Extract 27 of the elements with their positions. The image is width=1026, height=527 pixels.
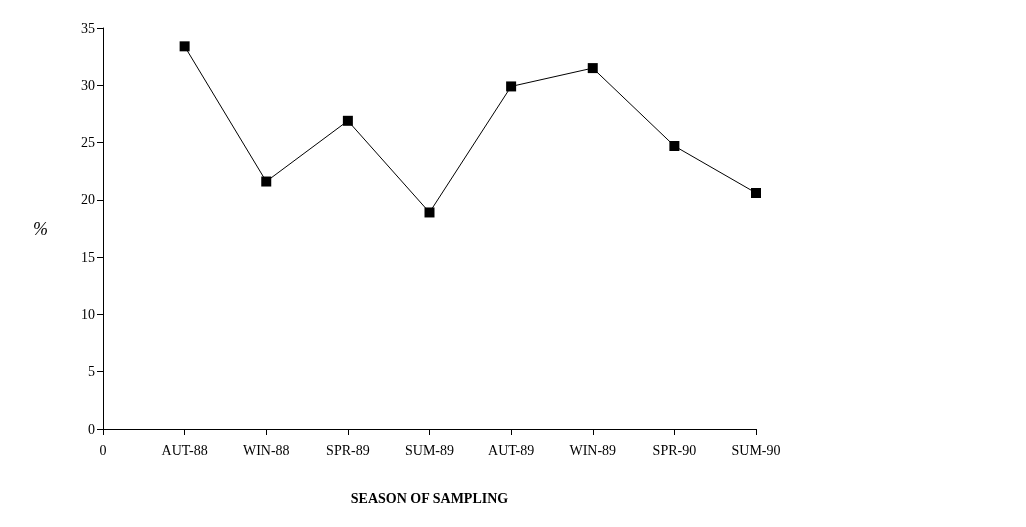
x-tick-label: AUT-88 bbox=[161, 442, 208, 458]
y-tick-label: 5 bbox=[88, 364, 95, 380]
point bbox=[587, 63, 598, 74]
y-tick-label: 25 bbox=[81, 135, 95, 151]
y-axis-title: % bbox=[33, 218, 48, 239]
point bbox=[751, 187, 761, 198]
point bbox=[506, 81, 517, 92]
point bbox=[261, 176, 272, 187]
x-tick-label: WIN-88 bbox=[242, 442, 290, 458]
y-tick-label: 20 bbox=[81, 192, 95, 208]
x-tick-label: AUT-89 bbox=[488, 442, 535, 458]
y-tick-label: 15 bbox=[81, 249, 95, 265]
x-tick-label: SUM-90 bbox=[731, 442, 781, 458]
x-tick-label: SUM-89 bbox=[404, 442, 455, 458]
y-tick-label: 30 bbox=[81, 77, 95, 93]
point bbox=[179, 41, 190, 52]
x-tick-label: WIN-89 bbox=[569, 442, 617, 458]
x-tick-label: SPR-89 bbox=[326, 442, 370, 458]
x-tick-label: 0 bbox=[99, 442, 107, 458]
point bbox=[424, 207, 435, 218]
point bbox=[669, 141, 680, 152]
point bbox=[342, 115, 353, 126]
y-tick-label: 35 bbox=[81, 20, 95, 36]
y-tick-label: 10 bbox=[81, 306, 95, 322]
y-tick-label: 0 bbox=[88, 421, 95, 437]
x-axis-title: SEASON OF SAMPLING bbox=[350, 490, 509, 506]
x-tick-label: SPR-90 bbox=[652, 442, 697, 458]
